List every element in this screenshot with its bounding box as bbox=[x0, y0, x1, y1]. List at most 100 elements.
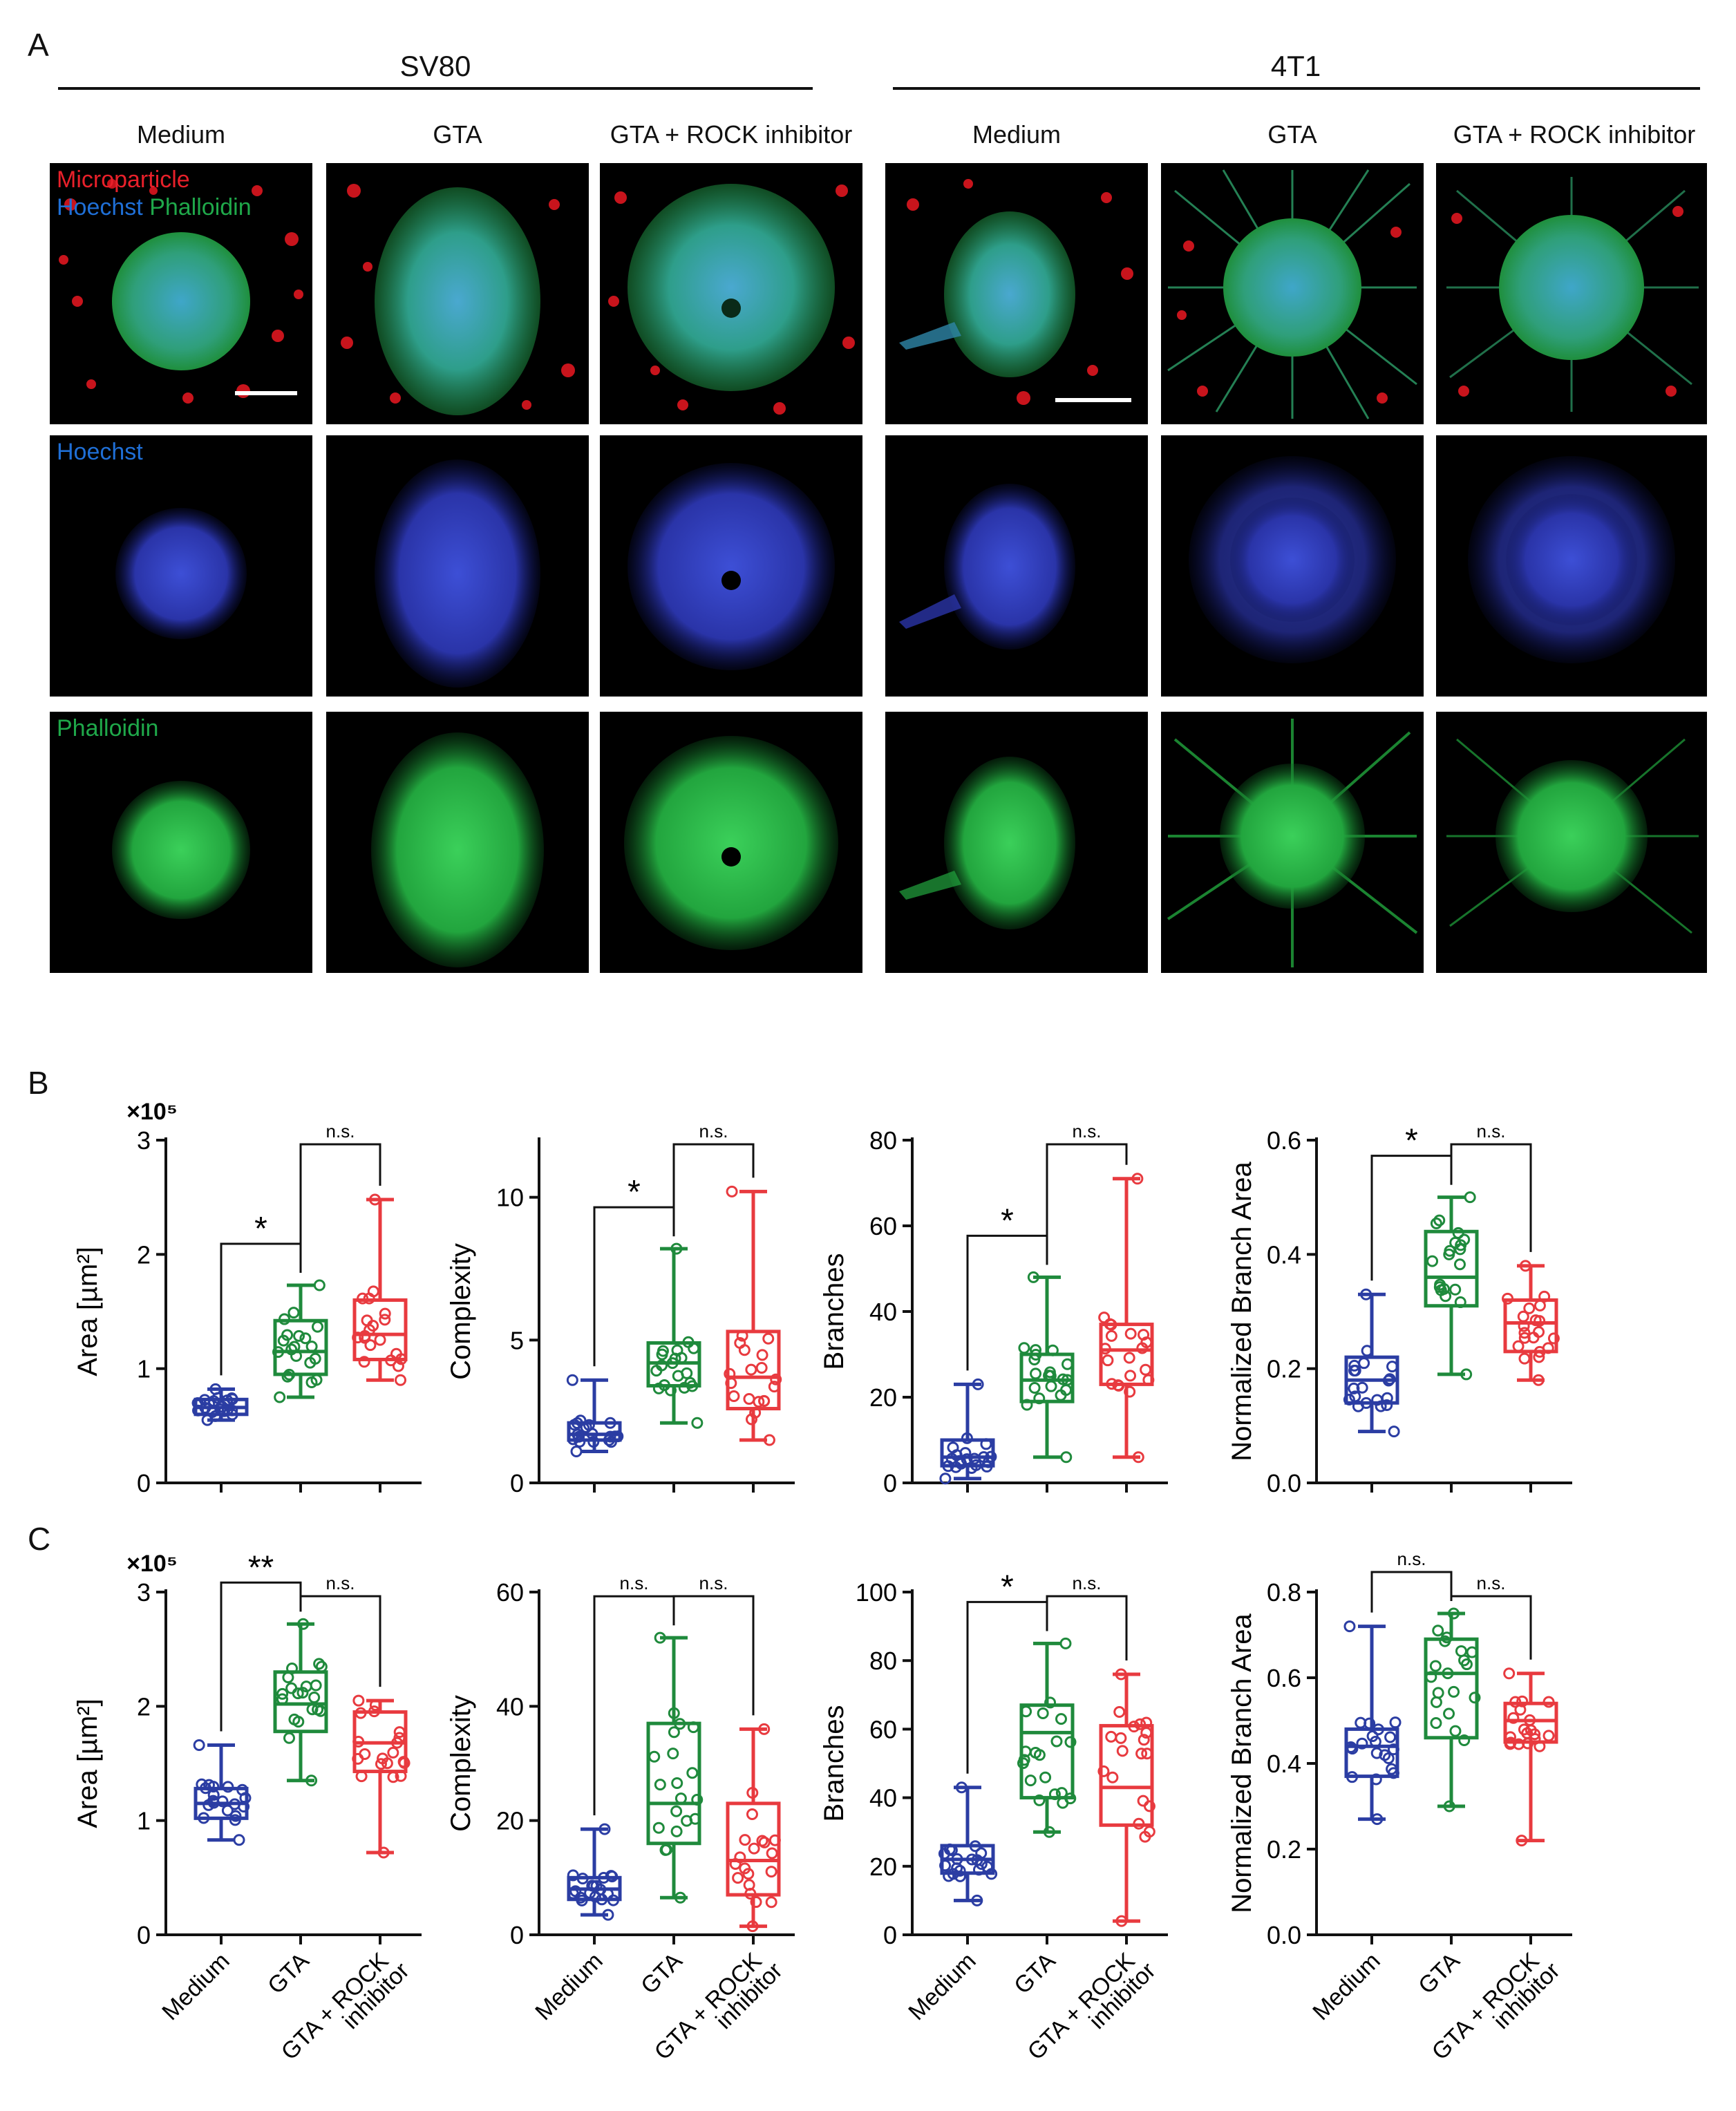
micrograph-4t1-gta-merge bbox=[1161, 163, 1424, 424]
y-tick-label: 10 bbox=[496, 1184, 524, 1212]
data-point bbox=[1469, 1692, 1481, 1704]
data-point bbox=[377, 1846, 390, 1859]
data-point bbox=[1115, 1668, 1127, 1681]
y-axis-label: Complexity bbox=[446, 1695, 476, 1832]
data-point bbox=[945, 1844, 958, 1857]
data-point bbox=[1124, 1370, 1137, 1382]
data-point bbox=[313, 1658, 326, 1670]
data-point bbox=[763, 1434, 775, 1446]
data-point bbox=[1113, 1705, 1126, 1718]
data-point bbox=[725, 1377, 737, 1390]
data-point bbox=[1027, 1271, 1039, 1283]
data-point bbox=[1128, 1721, 1140, 1733]
data-point bbox=[961, 1432, 973, 1444]
data-point bbox=[1135, 1748, 1148, 1760]
box-1 bbox=[273, 1618, 328, 1787]
data-point bbox=[283, 1368, 296, 1381]
data-point bbox=[1502, 1292, 1514, 1305]
data-point bbox=[1432, 1625, 1444, 1637]
data-point bbox=[1358, 1357, 1370, 1370]
data-point bbox=[1048, 1788, 1061, 1801]
group-title-4t1: 4T1 bbox=[1270, 50, 1321, 82]
data-point bbox=[1348, 1382, 1360, 1394]
data-point bbox=[293, 1329, 305, 1342]
data-point bbox=[375, 1758, 387, 1770]
data-point bbox=[1033, 1794, 1046, 1806]
data-point bbox=[313, 1279, 326, 1291]
data-point bbox=[674, 1891, 686, 1904]
data-point bbox=[768, 1834, 781, 1846]
data-point bbox=[1388, 1426, 1400, 1438]
data-point bbox=[222, 1781, 234, 1793]
data-point bbox=[1538, 1290, 1551, 1303]
data-point bbox=[1507, 1712, 1520, 1724]
y-tick-label: 0.0 bbox=[1267, 1921, 1301, 1949]
data-point bbox=[393, 1732, 406, 1744]
data-point bbox=[1370, 1773, 1382, 1786]
y-axis-label: Complexity bbox=[446, 1243, 476, 1380]
sig-bracket bbox=[672, 1595, 755, 1716]
x-tick-label: Medium bbox=[903, 1948, 981, 2025]
data-point bbox=[281, 1329, 294, 1341]
data-point bbox=[233, 1834, 245, 1846]
data-point bbox=[276, 1693, 288, 1705]
data-point bbox=[305, 1376, 318, 1388]
data-point bbox=[1043, 1370, 1055, 1382]
x-tick-label: Medium bbox=[1308, 1948, 1385, 2025]
data-point bbox=[965, 1853, 978, 1866]
data-point bbox=[1099, 1343, 1111, 1355]
sig-bracket bbox=[1046, 1143, 1128, 1265]
y-tick-label: 0.6 bbox=[1267, 1664, 1301, 1692]
data-point bbox=[748, 1842, 760, 1855]
data-point bbox=[279, 1313, 291, 1325]
data-point bbox=[972, 1864, 985, 1876]
y-tick-label: 0 bbox=[137, 1921, 151, 1949]
data-point bbox=[1062, 1358, 1074, 1370]
data-point bbox=[951, 1853, 963, 1865]
sig-bracket bbox=[299, 1143, 381, 1273]
data-point bbox=[604, 1417, 616, 1429]
data-point bbox=[982, 1456, 994, 1468]
data-point bbox=[283, 1732, 295, 1744]
panel-letter-c: C bbox=[28, 1521, 51, 1557]
data-point bbox=[1518, 1327, 1531, 1339]
box-2 bbox=[726, 1723, 781, 1933]
data-point bbox=[604, 1430, 616, 1443]
data-point bbox=[1458, 1734, 1471, 1746]
sig-label: n.s. bbox=[326, 1573, 355, 1593]
column-label-4t1-gta-rock: GTA + ROCK inhibitor bbox=[1453, 120, 1696, 149]
box-plot-C4: 0.0 0.2 0.4 0.6 0.8 Normalized Branch Area n.s… bbox=[1227, 1549, 1572, 2065]
micrograph-sv80-gta-rock-merge bbox=[600, 163, 862, 424]
box-2 bbox=[1503, 1667, 1558, 1847]
data-point bbox=[1055, 1713, 1067, 1725]
data-point bbox=[1533, 1326, 1545, 1338]
data-point bbox=[574, 1435, 586, 1448]
sig-label: n.s. bbox=[699, 1121, 728, 1142]
data-point bbox=[755, 1361, 768, 1374]
sig-label: n.s. bbox=[326, 1121, 355, 1142]
data-point bbox=[739, 1834, 751, 1846]
data-point bbox=[576, 1894, 588, 1906]
data-point bbox=[1143, 1826, 1155, 1838]
data-point bbox=[954, 1864, 966, 1877]
data-point bbox=[1131, 1173, 1144, 1185]
y-tick-label: 0.4 bbox=[1267, 1750, 1301, 1778]
data-point bbox=[678, 1381, 690, 1394]
y-axis-label: Branches bbox=[819, 1705, 849, 1822]
data-point bbox=[359, 1748, 371, 1760]
data-point bbox=[670, 1805, 683, 1817]
micrograph-sv80-gta-merge bbox=[326, 163, 589, 424]
box-iqr bbox=[352, 1298, 408, 1361]
data-point bbox=[732, 1872, 744, 1884]
data-point bbox=[770, 1373, 782, 1385]
data-point bbox=[1123, 1352, 1135, 1364]
significance-0: * bbox=[1370, 1123, 1453, 1281]
data-point bbox=[308, 1691, 321, 1703]
data-point bbox=[1106, 1771, 1119, 1783]
data-point bbox=[972, 1378, 984, 1390]
data-point bbox=[691, 1793, 704, 1806]
data-point bbox=[1141, 1748, 1153, 1760]
